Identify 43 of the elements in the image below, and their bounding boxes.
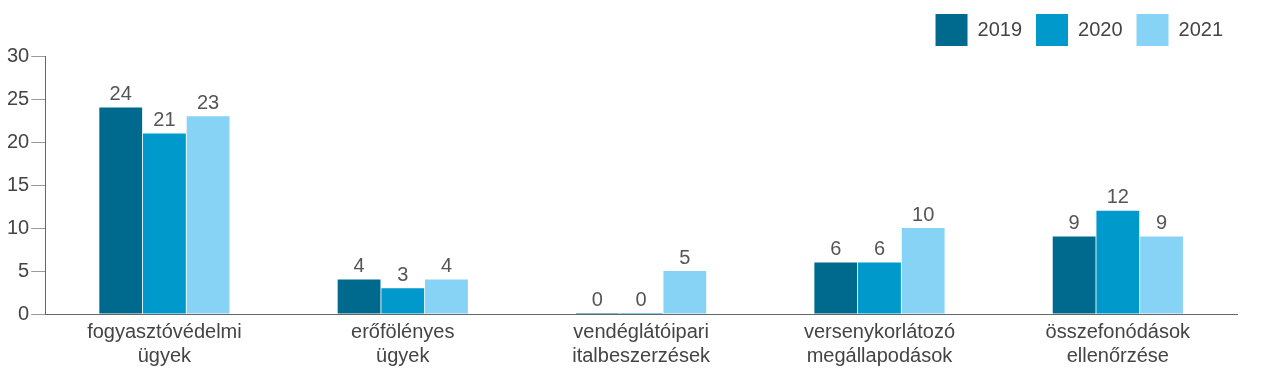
bar	[663, 271, 707, 314]
data-label: 23	[196, 90, 220, 113]
bar	[814, 262, 858, 314]
y-tick-label: 0	[18, 301, 30, 324]
data-label: 0	[591, 287, 603, 310]
bar	[1140, 236, 1183, 314]
data-label: 4	[440, 254, 453, 277]
bar	[186, 116, 230, 314]
x-tick-label: vendéglátóipari italbeszerzések	[572, 319, 712, 366]
data-label: 6	[830, 236, 842, 259]
x-tick-label: versenykorlátozó megállapodások	[803, 319, 956, 366]
bar	[1052, 236, 1096, 314]
y-tick-label: 15	[7, 172, 30, 195]
data-label: 10	[912, 202, 935, 225]
y-tick-label: 5	[18, 258, 30, 281]
x-tick-label: erőfölényes ügyek	[351, 319, 455, 366]
bar	[99, 107, 143, 314]
data-label: 12	[1106, 185, 1129, 208]
bar	[858, 262, 901, 314]
bar	[901, 228, 945, 314]
y-tick-label: 10	[7, 215, 30, 238]
x-tick-label: összefonódások ellenőrzése	[1045, 319, 1192, 366]
data-label: 6	[873, 236, 886, 259]
bar	[1096, 210, 1140, 314]
data-label: 5	[679, 245, 691, 268]
data-label: 21	[153, 107, 176, 130]
data-label: 3	[397, 262, 409, 285]
data-label: 4	[353, 254, 365, 277]
bar	[143, 133, 186, 314]
data-label: 9	[1068, 211, 1080, 234]
y-tick-label: 20	[7, 129, 30, 152]
bar	[425, 279, 468, 314]
legend-label: 2021	[1178, 17, 1224, 40]
data-label: 0	[635, 287, 647, 310]
x-tick-label: fogyasztóvédelmi ügyek	[87, 319, 242, 366]
bar	[381, 288, 425, 314]
legend-label: 2019	[977, 17, 1023, 40]
bar	[337, 279, 381, 314]
data-label: 9	[1155, 211, 1168, 234]
legend-label: 2020	[1078, 17, 1123, 40]
y-tick-label: 30	[7, 43, 30, 66]
y-tick-label: 25	[7, 86, 30, 109]
data-label: 24	[109, 82, 132, 105]
